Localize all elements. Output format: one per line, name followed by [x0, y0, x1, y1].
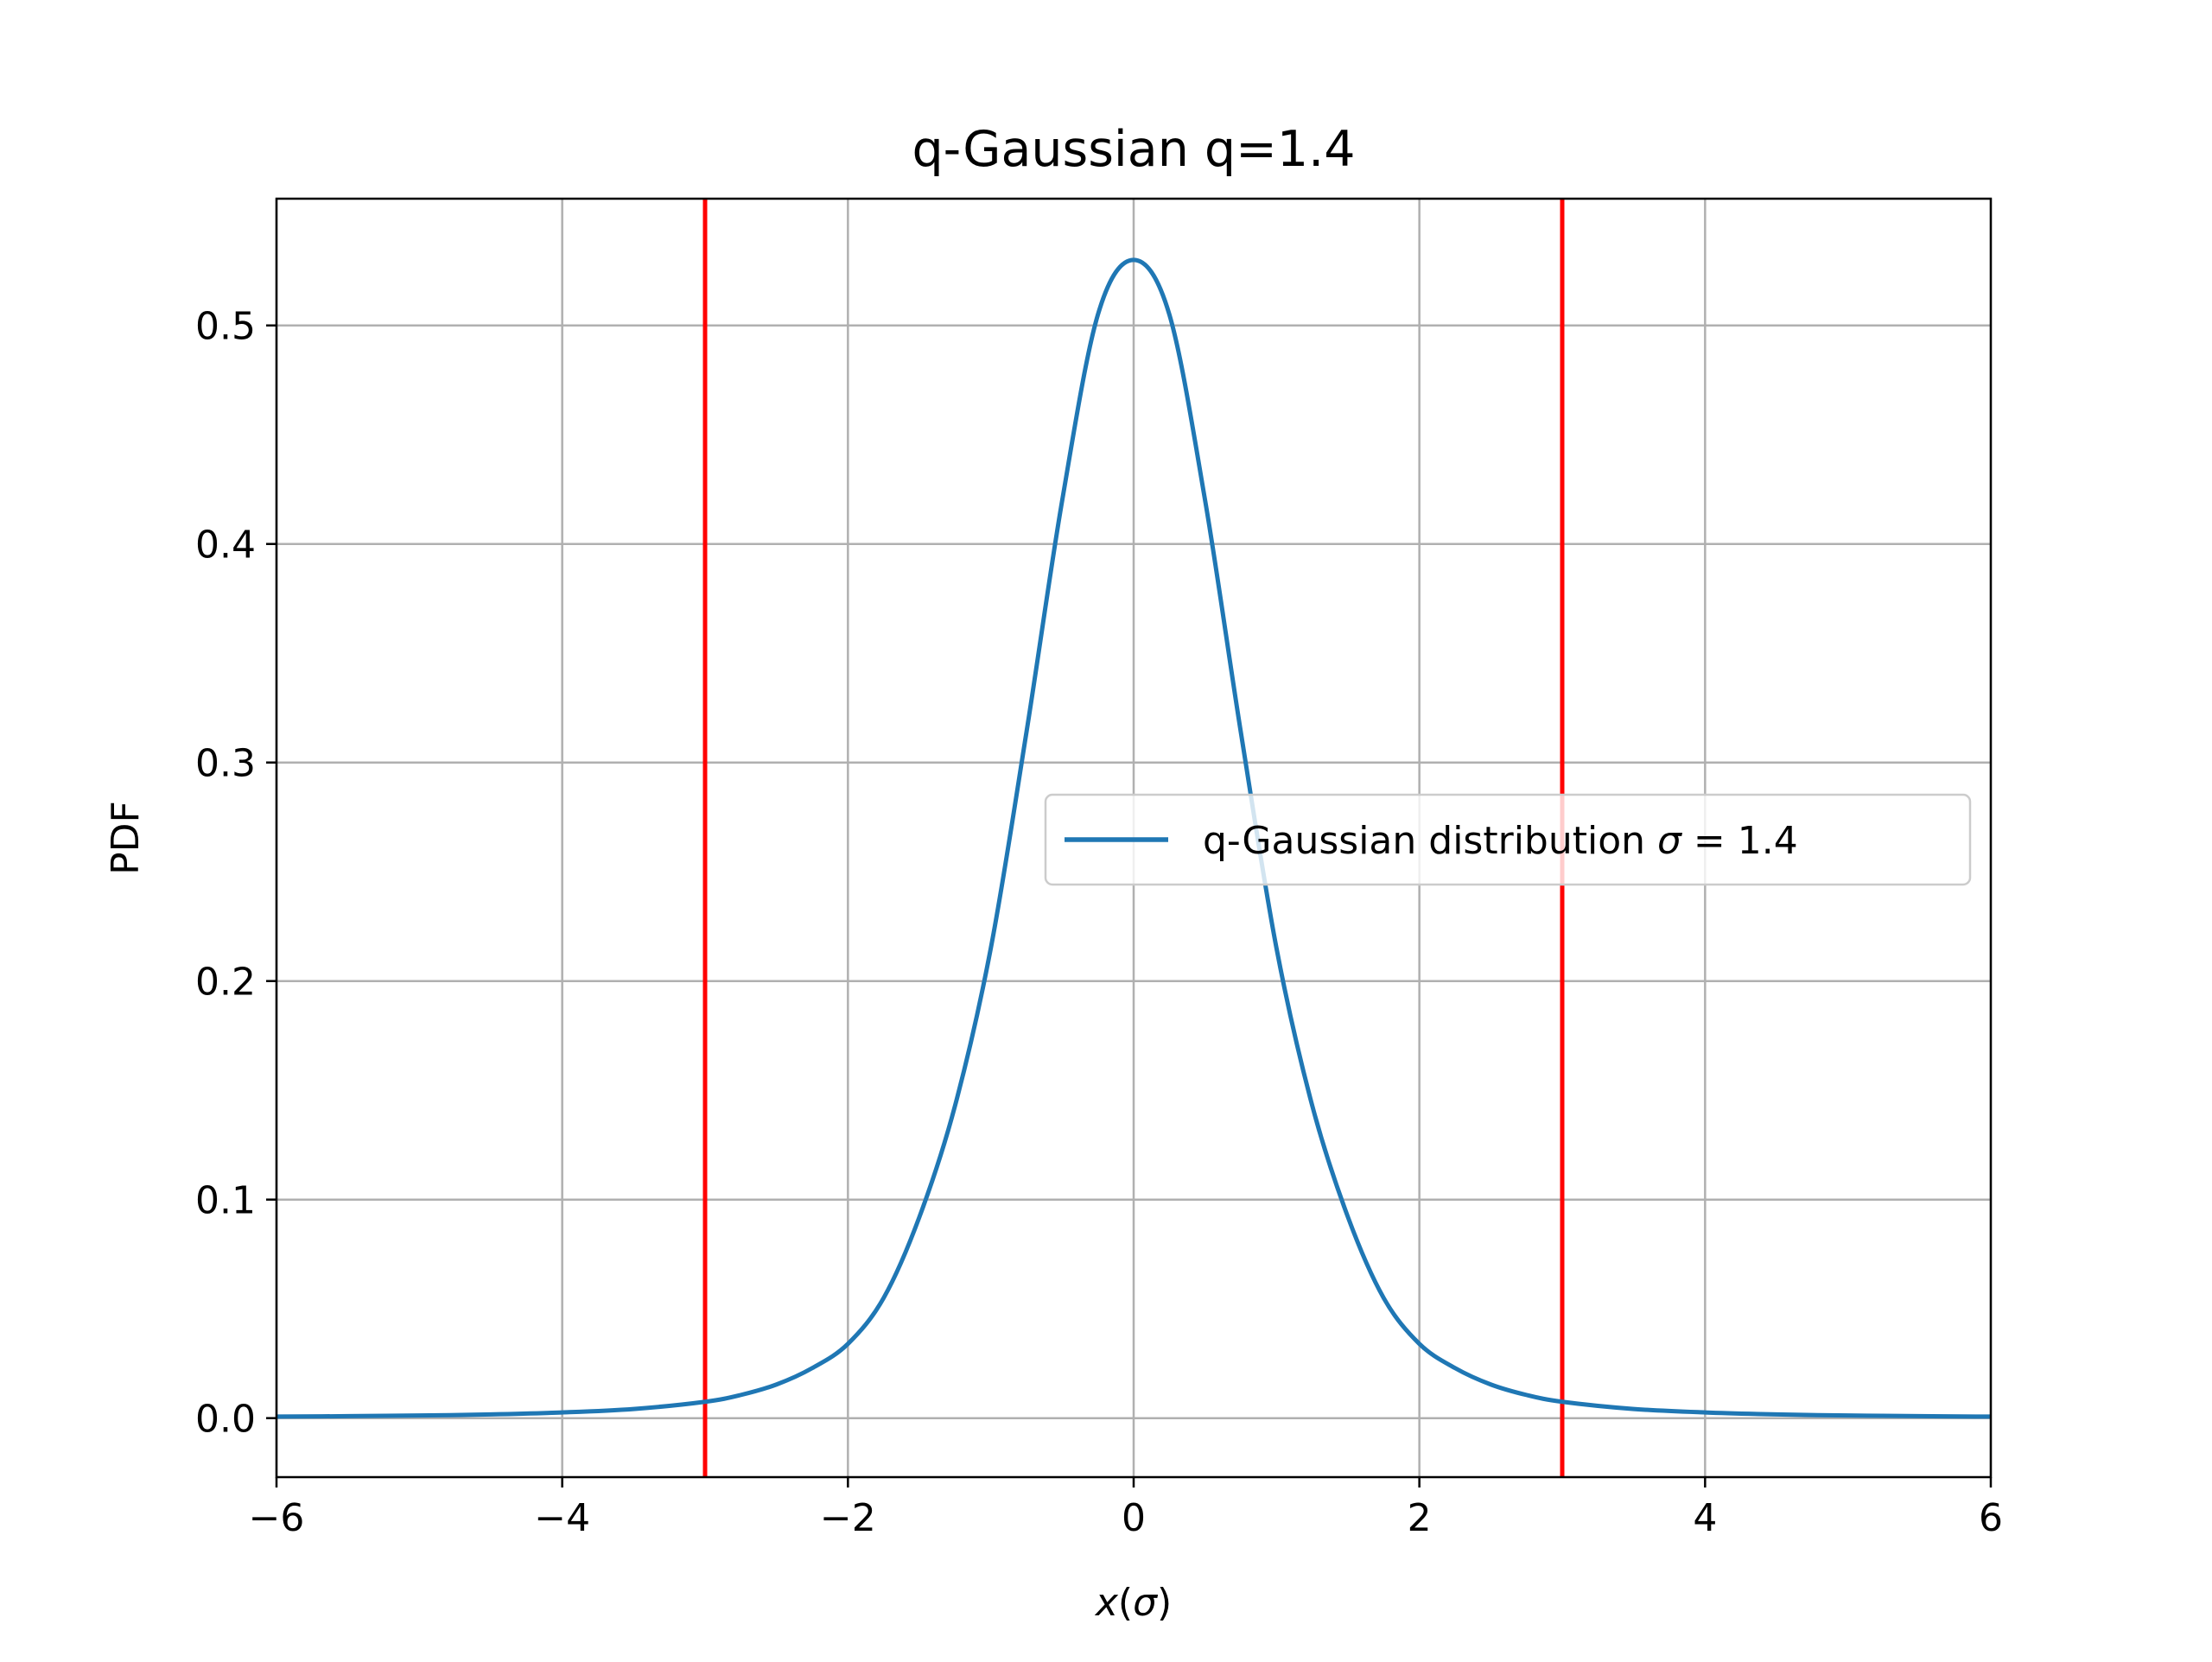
y-tick-label: 0.0: [195, 1398, 256, 1442]
x-tick-label: 4: [1693, 1496, 1717, 1540]
x-tick-label: 0: [1122, 1496, 1146, 1540]
y-tick-label: 0.2: [195, 961, 256, 1005]
x-tick-label: 6: [1979, 1496, 2003, 1540]
legend-label: q-Gaussian distribution σ = 1.4: [1203, 819, 1798, 863]
y-axis-ticks: 0.0 0.1 0.2 0.3 0.4 0.5: [195, 305, 276, 1442]
y-tick-label: 0.3: [195, 742, 256, 786]
y-tick-label: 0.1: [195, 1179, 256, 1223]
x-axis-label: x(σ): [1094, 1581, 1172, 1625]
legend: q-Gaussian distribution σ = 1.4: [1044, 793, 1972, 886]
x-tick-label: 2: [1408, 1496, 1432, 1540]
series-line-1: [276, 257, 1992, 1419]
x-tick-label: −6: [249, 1496, 305, 1540]
y-tick-label: 0.5: [195, 305, 256, 349]
chart-title: q-Gaussian q=1.4: [912, 121, 1355, 178]
series-lines: [276, 257, 1992, 1419]
x-axis-ticks: −6 −4 −2 0 2 4 6: [249, 1477, 2003, 1540]
x-tick-label: −4: [534, 1496, 590, 1540]
grid: [275, 199, 1993, 1477]
legend-box: [1044, 793, 1972, 886]
y-axis-label: PDF: [104, 801, 148, 875]
y-tick-label: 0.4: [195, 523, 256, 568]
x-tick-label: −2: [820, 1496, 876, 1540]
